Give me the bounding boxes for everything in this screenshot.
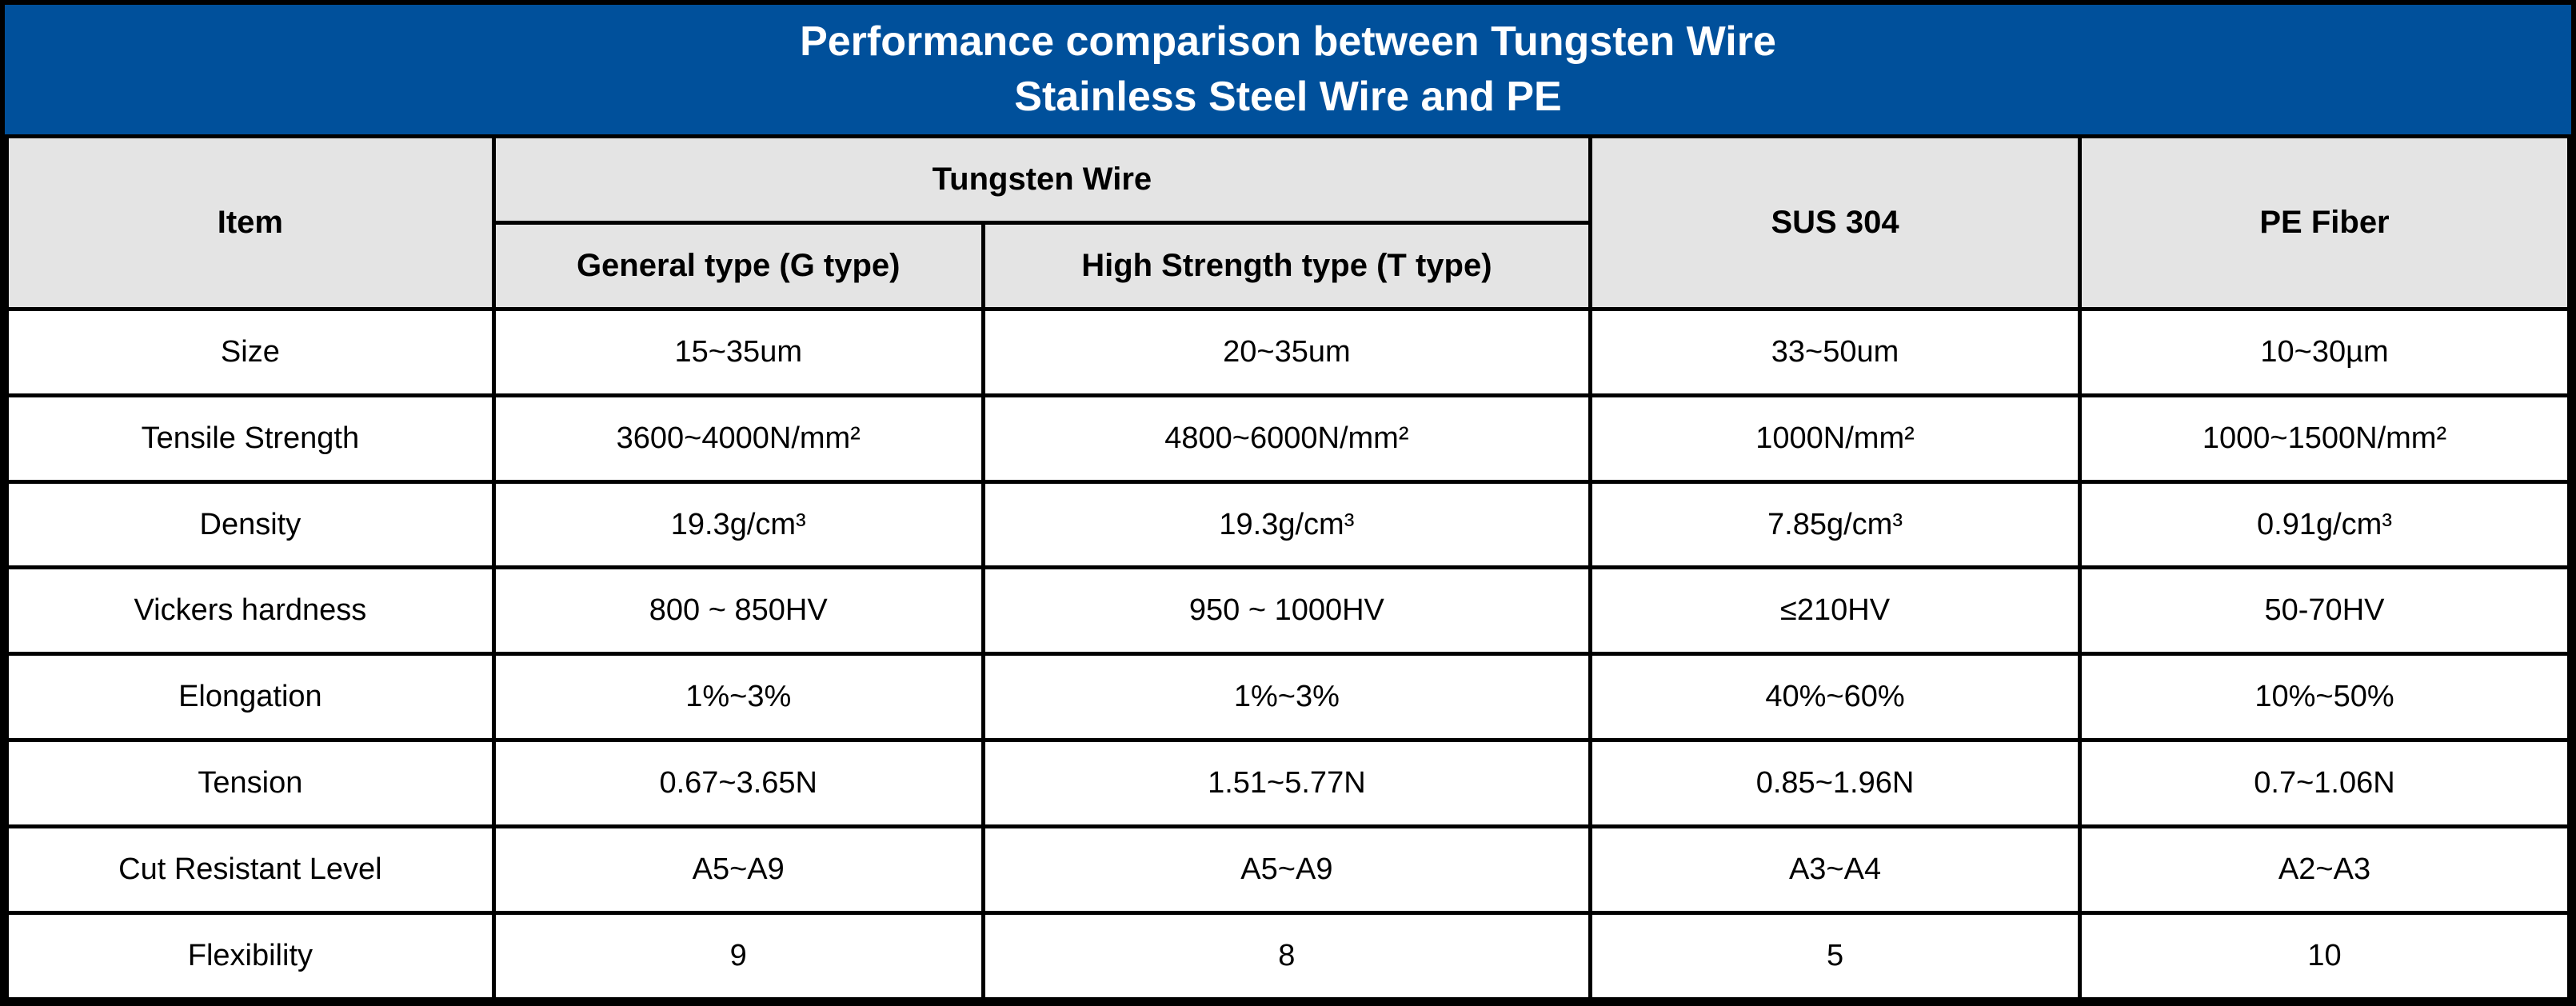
cell-pe: 0.91g/cm³ — [2078, 479, 2571, 570]
cell-sus: 33~50um — [1588, 306, 2082, 397]
cell-sus: 7.85g/cm³ — [1588, 479, 2082, 570]
cell-high-strength: 19.3g/cm³ — [980, 479, 1593, 570]
table-row-density: Density 19.3g/cm³ 19.3g/cm³ 7.85g/cm³ 0.… — [5, 479, 2571, 570]
table-row-vickers-hardness: Vickers hardness 800 ~ 850HV 950 ~ 1000H… — [5, 565, 2571, 657]
table-row-cut-resistant-level: Cut Resistant Level A5~A9 A5~A9 A3~A4 A2… — [5, 824, 2571, 916]
cell-high-strength: 20~35um — [980, 306, 1593, 397]
header-row-group: Item Tungsten Wire SUS 304 PE Fiber — [5, 134, 2571, 311]
cell-pe: A2~A3 — [2078, 824, 2571, 916]
cell-high-strength: 1.51~5.77N — [980, 738, 1593, 829]
cell-pe: 10%~50% — [2078, 652, 2571, 743]
cell-high-strength: 8 — [980, 911, 1593, 1001]
cell-item: Elongation — [5, 652, 496, 743]
header-sus304: SUS 304 — [1588, 134, 2082, 311]
cell-pe: 10~30µm — [2078, 306, 2571, 397]
cell-pe: 1000~1500N/mm² — [2078, 393, 2571, 484]
cell-general: 9 — [491, 911, 985, 1001]
cell-general: 15~35um — [491, 306, 985, 397]
cell-sus: 0.85~1.96N — [1588, 738, 2082, 829]
header-high-strength-type: High Strength type (T type) — [980, 220, 1593, 311]
cell-sus: 40%~60% — [1588, 652, 2082, 743]
cell-sus: 1000N/mm² — [1588, 393, 2082, 484]
table-wrap: Item Tungsten Wire SUS 304 PE Fiber Gene… — [5, 134, 2571, 1001]
cell-high-strength: 4800~6000N/mm² — [980, 393, 1593, 484]
cell-sus: ≤210HV — [1588, 565, 2082, 657]
header-pe-fiber: PE Fiber — [2078, 134, 2571, 311]
cell-pe: 50-70HV — [2078, 565, 2571, 657]
cell-sus: A3~A4 — [1588, 824, 2082, 916]
title-line-1: Performance comparison between Tungsten … — [800, 18, 1776, 66]
cell-general: 800 ~ 850HV — [491, 565, 985, 657]
page-title: Performance comparison between Tungsten … — [5, 5, 2571, 134]
cell-item: Vickers hardness — [5, 565, 496, 657]
cell-pe: 10 — [2078, 911, 2571, 1001]
table-row-flexibility: Flexibility 9 8 5 10 — [5, 911, 2571, 1001]
cell-high-strength: A5~A9 — [980, 824, 1593, 916]
cell-general: 1%~3% — [491, 652, 985, 743]
cell-pe: 0.7~1.06N — [2078, 738, 2571, 829]
cell-high-strength: 1%~3% — [980, 652, 1593, 743]
cell-general: 19.3g/cm³ — [491, 479, 985, 570]
cell-item: Size — [5, 306, 496, 397]
table-row-tensile-strength: Tensile Strength 3600~4000N/mm² 4800~600… — [5, 393, 2571, 484]
cell-general: 0.67~3.65N — [491, 738, 985, 829]
cell-item: Tension — [5, 738, 496, 829]
cell-item: Tensile Strength — [5, 393, 496, 484]
title-line-2: Stainless Steel Wire and PE — [1014, 74, 1562, 120]
table-row-tension: Tension 0.67~3.65N 1.51~5.77N 0.85~1.96N… — [5, 738, 2571, 829]
cell-general: 3600~4000N/mm² — [491, 393, 985, 484]
cell-item: Cut Resistant Level — [5, 824, 496, 916]
header-item: Item — [5, 134, 496, 311]
cell-sus: 5 — [1588, 911, 2082, 1001]
cell-item: Density — [5, 479, 496, 570]
table-row-size: Size 15~35um 20~35um 33~50um 10~30µm — [5, 306, 2571, 397]
header-tungsten-group: Tungsten Wire — [491, 134, 1593, 225]
performance-comparison-table: Item Tungsten Wire SUS 304 PE Fiber Gene… — [5, 134, 2571, 1001]
cell-general: A5~A9 — [491, 824, 985, 916]
header-row-subtypes: General type (G type) High Strength type… — [7, 220, 2570, 311]
table-row-elongation: Elongation 1%~3% 1%~3% 40%~60% 10%~50% — [5, 652, 2571, 743]
header-general-type: General type (G type) — [491, 220, 985, 311]
cell-item: Flexibility — [5, 911, 496, 1001]
cell-high-strength: 950 ~ 1000HV — [980, 565, 1593, 657]
